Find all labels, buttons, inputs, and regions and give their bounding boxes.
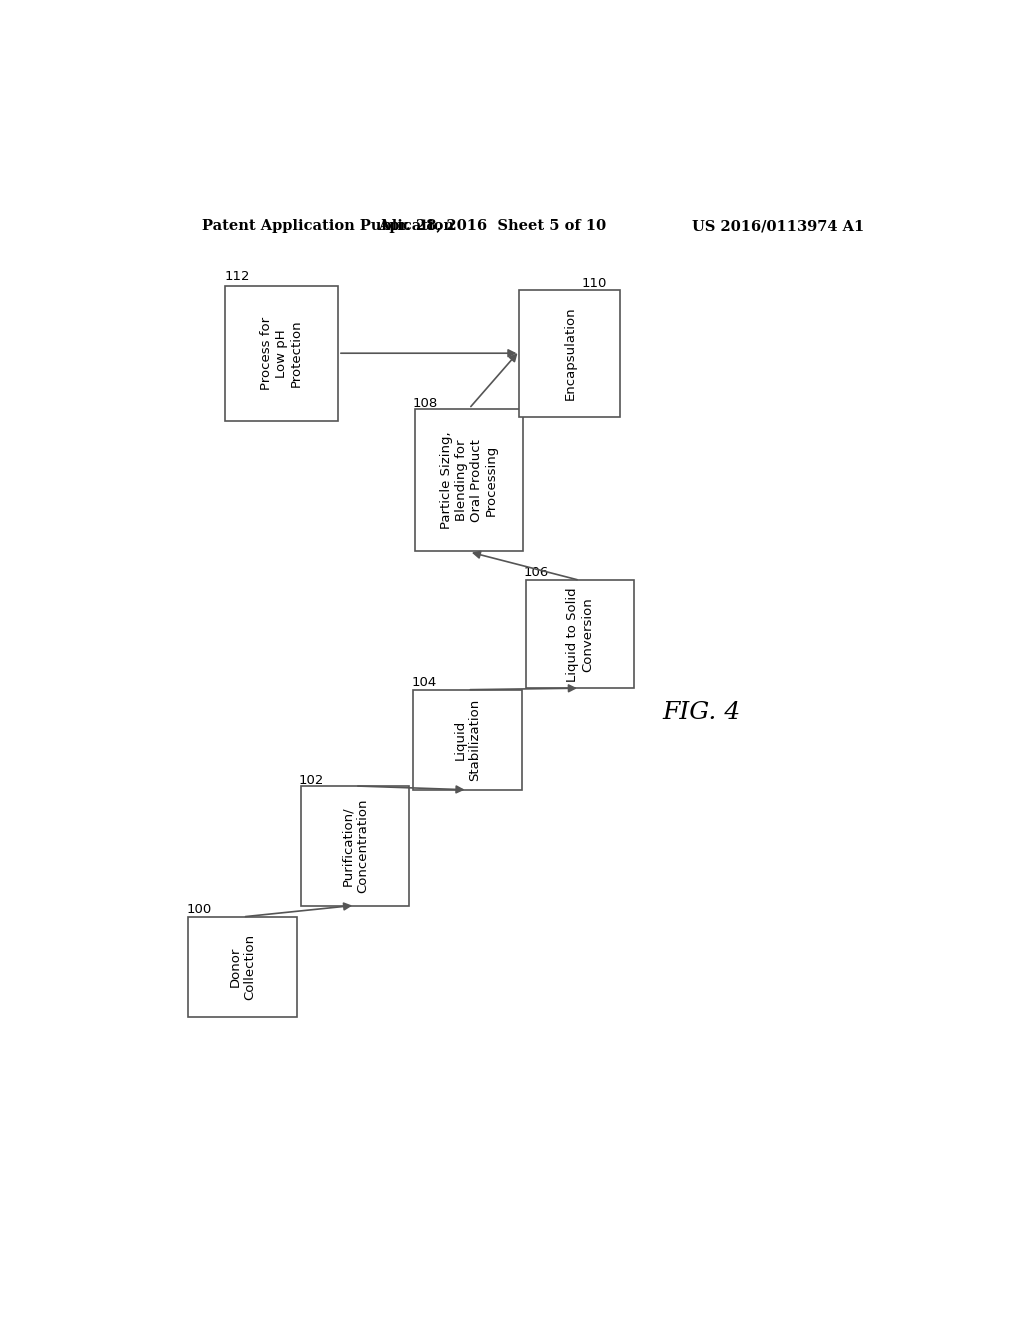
Bar [225,286,338,421]
Bar [415,409,523,552]
Text: 110: 110 [582,277,607,290]
Text: FIG. 4: FIG. 4 [663,701,741,725]
Text: Liquid
Stabilization: Liquid Stabilization [454,698,481,781]
Text: Patent Application Publication: Patent Application Publication [202,219,454,234]
Text: Encapsulation: Encapsulation [563,306,577,400]
Text: 104: 104 [412,676,436,689]
Bar [414,689,521,789]
Text: Process for
Low pH
Protection: Process for Low pH Protection [260,317,303,389]
Bar [188,917,297,1016]
Bar [525,581,634,688]
Text: 108: 108 [413,397,438,409]
Text: Purification/
Concentration: Purification/ Concentration [341,799,369,894]
Text: Liquid to Solid
Conversion: Liquid to Solid Conversion [566,587,594,681]
Text: 102: 102 [299,774,324,787]
Bar [519,289,621,417]
Bar [301,787,410,906]
Text: 100: 100 [186,903,212,916]
Text: Donor
Collection: Donor Collection [228,933,257,1001]
Text: Particle Sizing,
Blending for
Oral Product
Processing: Particle Sizing, Blending for Oral Produ… [440,432,498,529]
Text: US 2016/0113974 A1: US 2016/0113974 A1 [692,219,864,234]
Text: 106: 106 [523,566,549,579]
Text: Apr. 28, 2016  Sheet 5 of 10: Apr. 28, 2016 Sheet 5 of 10 [378,219,606,234]
Text: 112: 112 [225,269,251,282]
